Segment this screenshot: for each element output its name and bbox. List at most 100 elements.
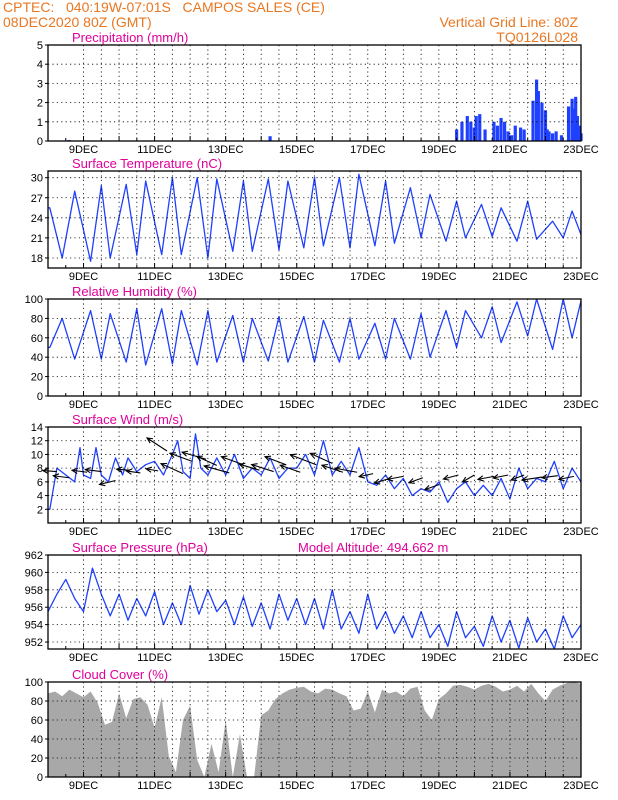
humidity-xtick-label: 19DEC	[421, 399, 457, 411]
wind-ytick-label: 4	[37, 491, 43, 503]
cloud-xtick-label: 19DEC	[421, 780, 457, 792]
pressure-ytick-label: 956	[25, 602, 43, 614]
precip-ytick-label: 1	[37, 117, 43, 129]
cloud-xtick-label: 17DEC	[350, 780, 386, 792]
pressure-xtick-label: 17DEC	[350, 652, 386, 664]
pressure-ytick-label: 960	[25, 567, 43, 579]
wind-arrow	[145, 437, 168, 452]
humidity-line	[48, 299, 581, 366]
humidity-ytick-label: 100	[25, 294, 43, 306]
wind-arrow	[423, 484, 440, 491]
precip-bar	[513, 125, 517, 141]
temperature-xtick-label: 13DEC	[208, 271, 244, 283]
temperature-ytick-label: 27	[31, 193, 43, 205]
humidity-ytick-label: 40	[31, 352, 43, 364]
pressure-ytick-label: 952	[25, 637, 43, 649]
wind-arrow	[520, 476, 542, 483]
wind-arrow	[476, 475, 495, 482]
wind-arrow	[309, 452, 333, 464]
temperature-ytick-label: 18	[31, 253, 43, 265]
wind-xtick-label: 9DEC	[69, 526, 98, 538]
wind-arrow	[159, 462, 184, 475]
precip-bar	[577, 125, 581, 141]
wind-xtick-label: 17DEC	[350, 526, 386, 538]
cloud-area	[48, 682, 581, 777]
precip-ytick-label: 2	[37, 98, 43, 110]
temperature-ytick-label: 30	[31, 173, 43, 185]
cloud-title: Cloud Cover (%)	[72, 667, 168, 682]
precip-bar	[268, 136, 272, 141]
wind-arrow	[491, 473, 509, 481]
precip-bar	[478, 114, 482, 141]
wind-arrow	[333, 466, 358, 473]
temperature-xtick-label: 23DEC	[563, 271, 599, 283]
cloud-xtick-label: 11DEC	[137, 780, 172, 792]
cloud-ytick-label: 20	[31, 753, 43, 765]
humidity-xtick-label: 13DEC	[208, 399, 244, 411]
precip-xtick-label: 21DEC	[492, 144, 528, 156]
precip-ytick-label: 0	[37, 136, 43, 148]
precip-xtick-label: 9DEC	[69, 144, 98, 156]
wind-arrow	[125, 468, 141, 475]
precip-bar	[472, 127, 476, 141]
precip-bar	[455, 129, 459, 141]
panel-humidity: 0 20 40 60 80 100 9DEC 11DEC 13DEC 15DEC 17DEC 19DE…	[25, 284, 599, 411]
wind-xtick-label: 23DEC	[563, 526, 599, 538]
pressure-xtick-label: 21DEC	[492, 652, 528, 664]
wind-arrow	[386, 475, 404, 482]
wind-xtick-label: 21DEC	[492, 526, 528, 538]
precip-bar	[536, 91, 540, 141]
wind-arrow	[84, 467, 102, 474]
precip-bar	[506, 131, 510, 141]
wind-arrow	[220, 455, 244, 466]
wind-arrow	[195, 455, 218, 466]
humidity-xtick-label: 11DEC	[137, 399, 172, 411]
wind-arrow	[373, 478, 388, 485]
wind-title: Surface Wind (m/s)	[72, 412, 183, 427]
precip-title: Precipitation (mm/h)	[72, 30, 188, 45]
precip-bar	[559, 135, 564, 141]
temperature-xtick-label: 19DEC	[421, 271, 457, 283]
pressure-xtick-label: 23DEC	[563, 652, 599, 664]
cloud-xtick-label: 23DEC	[563, 780, 599, 792]
pressure-ytick-label: 962	[25, 550, 43, 562]
wind-xtick-label: 11DEC	[137, 526, 172, 538]
precip-bar	[550, 133, 555, 141]
wind-arrow	[289, 453, 317, 466]
humidity-xtick-label: 17DEC	[350, 399, 386, 411]
pressure-ytick-label: 958	[25, 585, 43, 597]
pressure-xtick-label: 9DEC	[69, 652, 98, 664]
humidity-ytick-label: 20	[31, 372, 43, 384]
panel-temperature: 18 21 24 27 30 9DEC 11DEC 13DEC 15DEC 17DEC 19DEC 2…	[31, 156, 599, 283]
precip-xtick-label: 17DEC	[350, 144, 386, 156]
wind-arrow	[357, 472, 374, 479]
wind-ytick-label: 12	[31, 436, 43, 448]
humidity-xtick-label: 21DEC	[492, 399, 528, 411]
cloud-ytick-label: 100	[25, 677, 43, 689]
pressure-xtick-label: 19DEC	[421, 652, 457, 664]
cloud-ytick-label: 80	[31, 696, 43, 708]
precip-bar	[574, 96, 578, 141]
header-model-code: TQ0126L028	[496, 29, 578, 45]
wind-xtick-label: 19DEC	[421, 526, 457, 538]
precip-bar	[503, 121, 507, 141]
temperature-ytick-label: 24	[31, 213, 43, 225]
cloud-ytick-label: 0	[37, 772, 43, 784]
wind-arrow	[180, 450, 207, 460]
precip-bar	[572, 108, 576, 141]
wind-arrow	[540, 473, 558, 481]
cloud-xtick-label: 15DEC	[279, 780, 315, 792]
temperature-xtick-label: 21DEC	[492, 271, 528, 283]
precip-bar	[460, 121, 464, 141]
precip-bar	[554, 131, 558, 141]
wind-arrow	[263, 455, 287, 466]
wind-arrow	[41, 467, 57, 475]
pressure-xtick-label: 11DEC	[137, 652, 172, 664]
precip-bar	[469, 121, 473, 141]
wind-arrow	[279, 464, 301, 473]
cloud-xtick-label: 9DEC	[69, 780, 98, 792]
humidity-ytick-label: 60	[31, 333, 43, 345]
wind-ytick-label: 14	[31, 422, 43, 434]
precip-bar	[545, 129, 549, 141]
precip-ytick-label: 5	[37, 40, 43, 52]
